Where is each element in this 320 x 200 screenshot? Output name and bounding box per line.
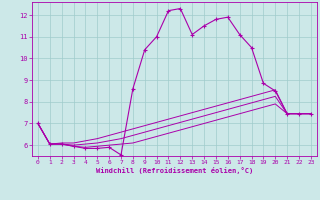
X-axis label: Windchill (Refroidissement éolien,°C): Windchill (Refroidissement éolien,°C) (96, 167, 253, 174)
